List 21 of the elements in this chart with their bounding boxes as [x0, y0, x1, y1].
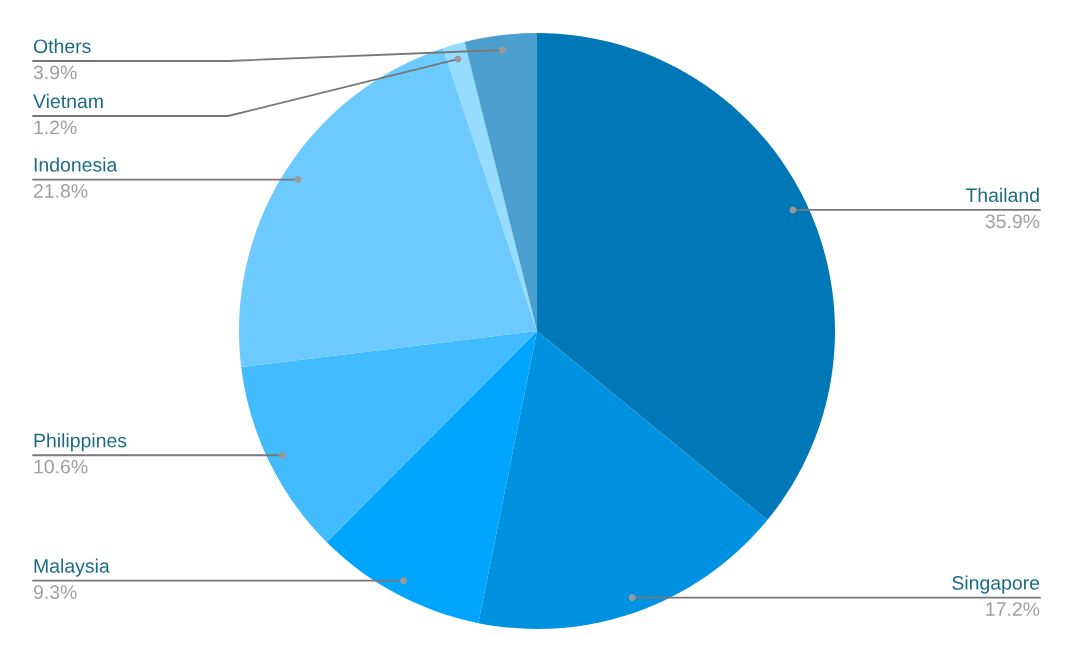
slice-label: Others — [33, 38, 91, 54]
data-label: 21.8% — [33, 184, 88, 198]
pie-slice — [464, 33, 537, 331]
data-label: 10.6% — [34, 459, 88, 474]
pie-slice — [241, 331, 537, 543]
pie-slice — [326, 331, 537, 624]
slice-label: Vietnam — [33, 93, 103, 109]
pie-slice — [478, 331, 768, 629]
slice-label: Singapore — [952, 575, 1040, 594]
slice-label: Philippines — [34, 433, 127, 452]
slice-label: Malaysia — [34, 558, 110, 577]
data-label: 9.3% — [33, 585, 77, 599]
data-label: 1.2% — [34, 120, 77, 135]
pie-slice — [443, 41, 537, 331]
pie-slice — [239, 48, 537, 367]
slice-label: Thailand — [965, 187, 1039, 203]
data-label: 3.9% — [33, 65, 77, 80]
pie-slice — [537, 33, 835, 521]
data-label: 17.2% — [986, 602, 1040, 616]
data-label: 35.9% — [985, 214, 1040, 229]
slice-label: Indonesia — [34, 157, 118, 172]
